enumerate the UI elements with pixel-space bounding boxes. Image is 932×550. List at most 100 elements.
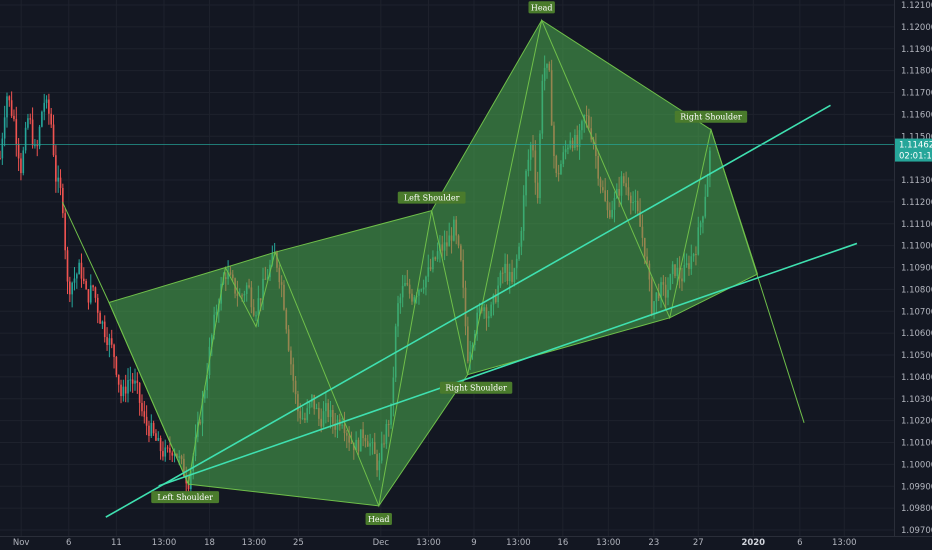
candle-body (55, 155, 57, 182)
candle-body (173, 453, 176, 456)
candle-body (152, 422, 155, 434)
candle-body (103, 321, 106, 338)
x-tick-label: 23 (648, 538, 659, 548)
x-tick-label: 18 (204, 538, 215, 548)
candle-body (117, 374, 120, 385)
pattern-label-text: Left Shoulder (157, 493, 213, 502)
harmonic-patterns[interactable] (61, 18, 805, 508)
candle-body (159, 437, 162, 452)
x-tick-label: 13:00 (506, 538, 531, 548)
candle-body (48, 99, 50, 114)
channel-lines[interactable] (105, 104, 858, 518)
x-tick-label: 2020 (741, 538, 765, 548)
x-tick-label: 13:00 (242, 538, 267, 548)
y-tick-label: 1.10800 (901, 285, 932, 295)
x-tick-label: Dec (373, 538, 390, 548)
candle-body (22, 150, 25, 174)
candle-body (34, 145, 36, 147)
candle-body (85, 281, 87, 290)
candle-body (6, 96, 8, 118)
candle-body (166, 447, 169, 449)
y-tick-label: 1.10900 (901, 264, 932, 274)
candle-body (127, 380, 129, 394)
candle-body (164, 447, 167, 457)
candle-body (24, 127, 27, 151)
y-tick-label: 1.09800 (901, 504, 932, 514)
y-tick-label: 1.10700 (901, 307, 932, 317)
candle-body (157, 437, 160, 441)
x-tick-label: 13:00 (416, 538, 441, 548)
current-price-countdown: 02:01:14 (899, 152, 932, 162)
pattern-label-bg (674, 110, 748, 123)
x-tick-label: 27 (693, 538, 704, 548)
pattern-label-text: Left Shoulder (404, 194, 460, 203)
x-tick-label: 13:00 (832, 538, 857, 548)
pattern-label-text: Head (368, 515, 390, 524)
y-tick-label: 1.12100 (901, 1, 932, 11)
pattern-label-bg (439, 381, 513, 394)
candle-body (66, 250, 69, 282)
y-tick-label: 1.11300 (901, 176, 932, 186)
candle-body (141, 402, 143, 412)
pattern-label: Right Shoulder (439, 381, 513, 394)
candle-body (136, 380, 139, 383)
x-tick-label: 11 (111, 538, 122, 548)
x-tick-label: 6 (66, 538, 71, 548)
x-tick-label: 6 (797, 538, 802, 548)
channel-line-upper[interactable] (105, 104, 831, 518)
pattern-label-bg (151, 491, 220, 504)
y-tick-label: 1.11600 (901, 110, 932, 120)
pattern-label: Head (528, 1, 555, 14)
candle-body (106, 337, 108, 346)
candle-body (171, 452, 174, 456)
candle-body (94, 287, 97, 298)
candle-body (59, 177, 62, 188)
candle-body (101, 321, 104, 324)
y-tick-label: 1.11000 (901, 242, 932, 252)
y-tick-label: 1.10000 (901, 460, 932, 470)
x-tick-label: 13:00 (596, 538, 621, 548)
candle-body (129, 379, 132, 381)
x-tick-label: 9 (471, 538, 476, 548)
pattern-annotations: Left Shoulder Head Left Shoulder Right Shou… (151, 1, 748, 525)
y-tick-label: 1.10100 (901, 439, 932, 449)
y-tick-label: 1.11700 (901, 89, 932, 99)
pattern-zigzag-line[interactable] (61, 18, 805, 508)
candle-body (50, 113, 53, 125)
candle-body (96, 297, 99, 313)
candle-body (3, 117, 6, 139)
candle-body (87, 289, 90, 303)
pattern-label: Left Shoulder (151, 491, 220, 504)
candle-body (15, 119, 18, 144)
candle-body (43, 102, 46, 112)
y-tick-label: 1.10200 (901, 417, 932, 427)
pattern-label-bg (528, 1, 555, 14)
candle-body (31, 119, 34, 146)
price-scale[interactable] (894, 0, 932, 550)
x-tick-label: 16 (557, 538, 568, 548)
y-tick-label: 1.11200 (901, 198, 932, 208)
y-tick-label: 1.11500 (901, 132, 932, 142)
y-tick-label: 1.10600 (901, 329, 932, 339)
candle-body (62, 187, 64, 214)
candle-body (131, 379, 134, 384)
candle-body (78, 262, 80, 275)
candle-body (110, 338, 113, 345)
candle-body (41, 111, 43, 127)
pattern-label-bg (397, 191, 466, 204)
y-tick-label: 1.12000 (901, 23, 932, 33)
pattern-label: Right Shoulder (674, 110, 748, 123)
pattern-label-text: Right Shoulder (445, 384, 507, 393)
channel-line-lower[interactable] (158, 242, 858, 487)
time-scale[interactable] (0, 536, 932, 550)
x-tick-label: Nov (13, 538, 30, 548)
candle-body (169, 448, 171, 453)
candle-body (89, 285, 92, 303)
candle-body (69, 281, 71, 295)
candle-body (38, 126, 41, 147)
candle-body (45, 99, 48, 103)
candle-body (1, 138, 4, 159)
candle-body (13, 115, 15, 120)
